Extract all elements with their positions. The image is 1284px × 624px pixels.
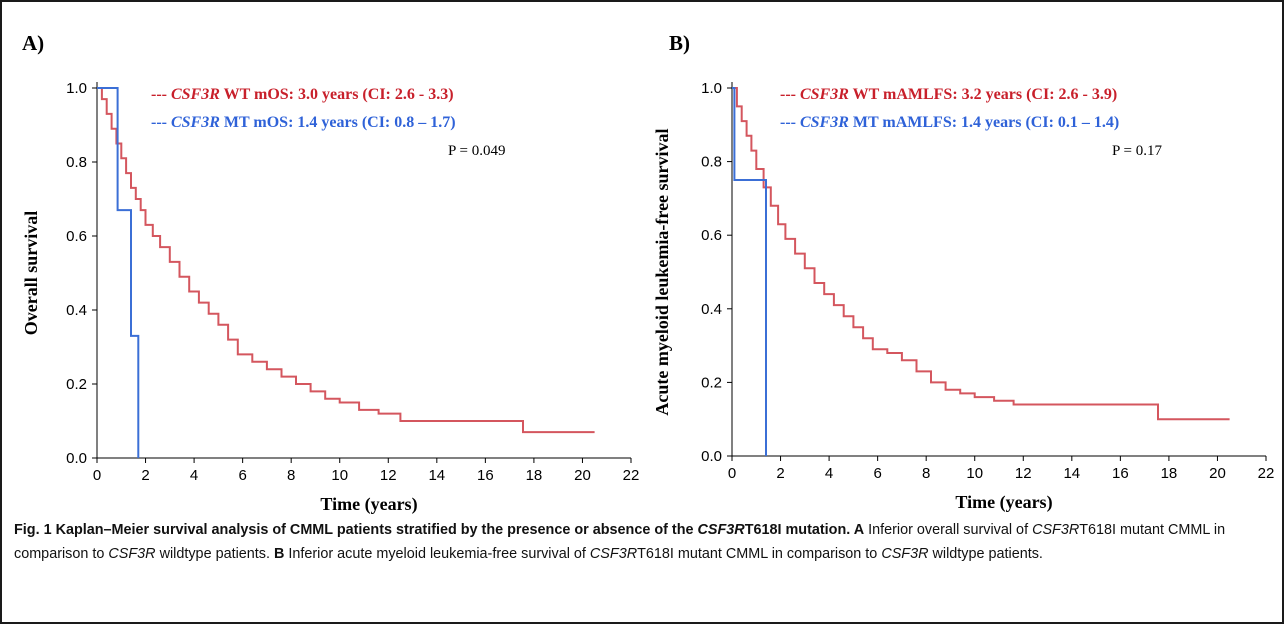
y-tick-label: 0.6 (66, 228, 87, 245)
x-tick-label: 6 (238, 467, 246, 484)
y-tick-label: 0.8 (66, 154, 87, 171)
y-tick-label: 0.0 (66, 450, 87, 467)
caption-a-text-2: T618I mutant CMML in comparison to (14, 522, 1226, 562)
x-tick-label: 22 (1258, 465, 1275, 482)
panel-b: B) 0.0 0.2 0.4 0.6 0.8 1.0 0 2 4 6 8 10 12 14 16 18 20 22 T… (652, 31, 1274, 513)
y-axis-label: Acute myeloid leukemia-free survival (652, 128, 672, 415)
x-tick-label: 16 (1112, 465, 1129, 482)
caption-lead: Fig. 1 Kaplan–Meier survival analysis of… (14, 522, 698, 538)
x-tick-label: 0 (93, 467, 101, 484)
caption-b-gene: CSF3R (589, 546, 638, 562)
x-tick-label: 20 (574, 467, 591, 484)
caption-a-gene: CSF3R (1032, 522, 1080, 538)
caption-a-label: A (850, 522, 865, 538)
x-tick-label: 12 (1015, 465, 1032, 482)
x-tick-label: 2 (141, 467, 149, 484)
y-tick-label: 1.0 (66, 80, 87, 97)
caption-a-text: Inferior overall survival of (864, 522, 1033, 538)
x-tick-label: 14 (428, 467, 445, 484)
caption-b-text-3: wildtype patients. (928, 546, 1043, 562)
x-tick-label: 14 (1063, 465, 1080, 482)
caption-b-text: Inferior acute myeloid leukemia-free sur… (284, 546, 590, 562)
caption-b-gene-2: CSF3R (881, 546, 929, 562)
x-tick-label: 6 (873, 465, 881, 482)
y-tick-label: 1.0 (701, 80, 722, 97)
x-tick-label: 18 (1161, 465, 1178, 482)
legend-entry-mutant: --- CSF3R MT mOS: 1.4 years (CI: 0.8 – 1… (151, 114, 456, 131)
y-tick-label: 0.4 (701, 301, 722, 318)
legend-entry-wildtype: --- CSF3R WT mAMLFS: 3.2 years (CI: 2.6 … (780, 86, 1117, 103)
panel-label: A) (22, 31, 44, 55)
caption-a-text-3: wildtype patients. (155, 546, 274, 562)
figure-caption: Fig. 1 Kaplan–Meier survival analysis of… (14, 518, 1270, 566)
caption-lead-end: T618I mutation. (744, 522, 851, 538)
caption-lead-gene: CSF3R (697, 522, 745, 538)
caption-a-gene-2: CSF3R (108, 546, 156, 562)
y-tick-label: 0.8 (701, 154, 722, 171)
x-tick-label: 18 (526, 467, 543, 484)
x-axis-label: Time (years) (320, 494, 417, 515)
x-tick-label: 10 (966, 465, 983, 482)
y-tick-label: 0.2 (66, 376, 87, 393)
x-tick-label: 10 (331, 467, 348, 484)
mutant-survival-curve (97, 87, 140, 458)
legend-entry-mutant: --- CSF3R MT mAMLFS: 1.4 years (CI: 0.1 … (780, 114, 1119, 131)
x-tick-label: 12 (380, 467, 397, 484)
p-value-annotation: P = 0.17 (1112, 143, 1162, 159)
legend-entry-wildtype: --- CSF3R WT mOS: 3.0 years (CI: 2.6 - 3… (151, 86, 454, 103)
y-tick-label: 0.0 (701, 448, 722, 465)
y-tick-label: 0.4 (66, 302, 87, 319)
x-tick-label: 22 (623, 467, 640, 484)
x-tick-label: 8 (922, 465, 930, 482)
x-tick-label: 0 (728, 465, 736, 482)
y-axis-label: Overall survival (21, 211, 41, 336)
caption-b-label: B (273, 546, 285, 562)
x-tick-label: 4 (190, 467, 198, 484)
wildtype-survival-curve (97, 87, 595, 434)
mutant-survival-curve (732, 87, 767, 456)
x-tick-label: 2 (776, 465, 784, 482)
panel-label: B) (669, 31, 690, 55)
x-tick-label: 4 (825, 465, 833, 482)
x-tick-label: 8 (287, 467, 295, 484)
x-axis-label: Time (years) (955, 492, 1052, 513)
y-tick-label: 0.2 (701, 374, 722, 391)
p-value-annotation: P = 0.049 (448, 143, 506, 159)
panel-a: A) 0.0 0.2 0.4 0.6 0.8 1.0 0 2 4 6 8 10 12 14 16 18 20 22 T… (21, 31, 639, 515)
caption-b-text-2: T618I mutant CMML in comparison to (637, 546, 882, 562)
x-tick-label: 16 (477, 467, 494, 484)
y-tick-label: 0.6 (701, 227, 722, 244)
wildtype-survival-curve (732, 87, 1230, 421)
x-tick-label: 20 (1209, 465, 1226, 482)
